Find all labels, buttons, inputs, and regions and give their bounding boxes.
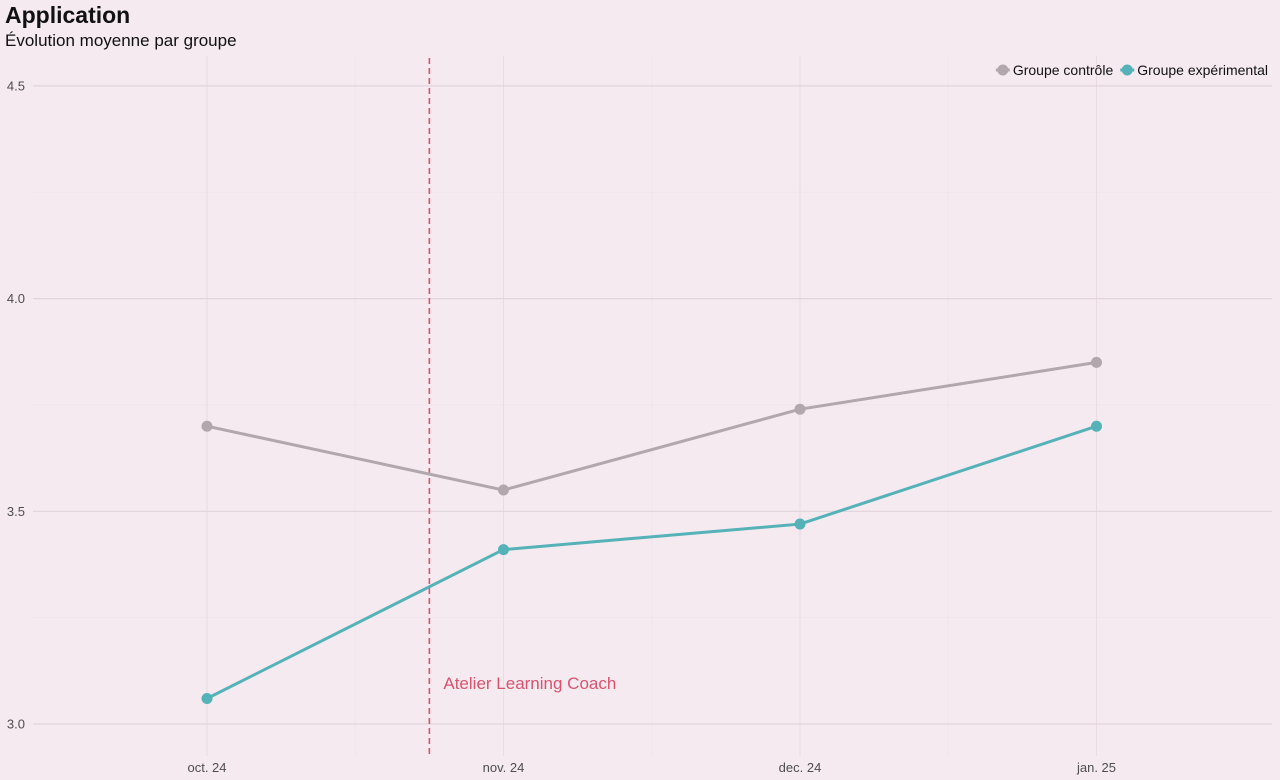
chart-subtitle: Évolution moyenne par groupe (5, 31, 237, 50)
legend-label: Groupe expérimental (1137, 62, 1268, 78)
data-point (1091, 420, 1102, 432)
legend-key-point (1121, 64, 1133, 76)
x-tick-label: oct. 24 (187, 760, 226, 775)
y-tick-label: 3.5 (7, 504, 25, 519)
data-point (498, 484, 509, 496)
data-point (201, 420, 213, 432)
x-tick-label: dec. 24 (779, 760, 822, 775)
data-point (1091, 356, 1102, 368)
y-tick-label: 4.5 (7, 78, 25, 93)
series-line-2 (205, 424, 1098, 700)
legend-key-point (997, 64, 1009, 76)
x-tick-label: jan. 25 (1076, 760, 1116, 775)
chart-title: Application (5, 2, 131, 28)
legend-label: Groupe contrôle (1013, 62, 1114, 78)
annotation-label: Atelier Learning Coach (443, 674, 616, 693)
y-tick-label: 3.0 (7, 717, 25, 732)
data-point (794, 403, 806, 415)
x-tick-label: nov. 24 (483, 760, 525, 775)
y-tick-label: 4.0 (7, 291, 25, 306)
data-point (498, 544, 509, 556)
data-point (201, 692, 213, 704)
data-point (794, 518, 806, 530)
series-line-1 (205, 360, 1098, 492)
